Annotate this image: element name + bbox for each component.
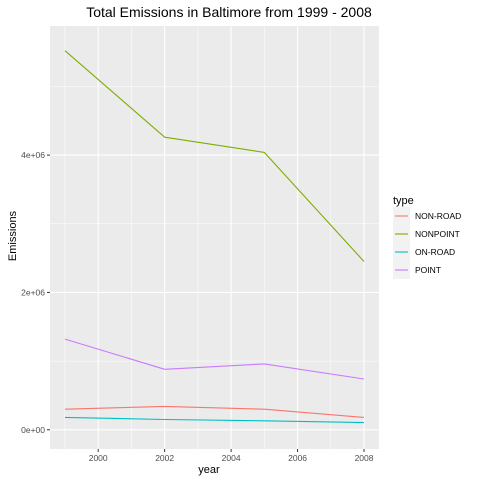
legend-label: POINT (415, 265, 441, 275)
legend-label: NON-ROAD (415, 211, 461, 221)
x-axis: 2000 2002 2004 2006 2008 (89, 449, 374, 463)
series-line-non-road (64, 405, 365, 418)
y-axis: 0e+00 2e+06 4e+06 (21, 150, 50, 435)
x-tick-label: 2000 (89, 453, 108, 463)
x-tick-label: 2008 (355, 453, 374, 463)
x-tick-label: 2002 (155, 453, 174, 463)
legend-title: type (393, 195, 414, 207)
series-line-point (64, 338, 365, 380)
x-tick-label: 2006 (288, 453, 307, 463)
legend: type NON-ROAD NONPOINT ON-ROAD POINT (393, 195, 461, 279)
chart-title: Total Emissions in Baltimore from 1999 -… (86, 4, 372, 20)
plot-panel (50, 26, 379, 449)
legend-label: NONPOINT (415, 229, 460, 239)
legend-label: ON-ROAD (415, 247, 455, 257)
x-axis-title: year (198, 464, 220, 476)
panel-background (50, 26, 379, 449)
y-tick-label: 0e+00 (21, 425, 45, 435)
series-line-on-road (64, 416, 365, 424)
y-tick-label: 2e+06 (21, 287, 45, 297)
y-tick-label: 4e+06 (21, 150, 45, 160)
series-line-nonpoint (64, 50, 365, 262)
x-tick-label: 2004 (222, 453, 241, 463)
y-axis-title: Emissions (7, 210, 19, 261)
